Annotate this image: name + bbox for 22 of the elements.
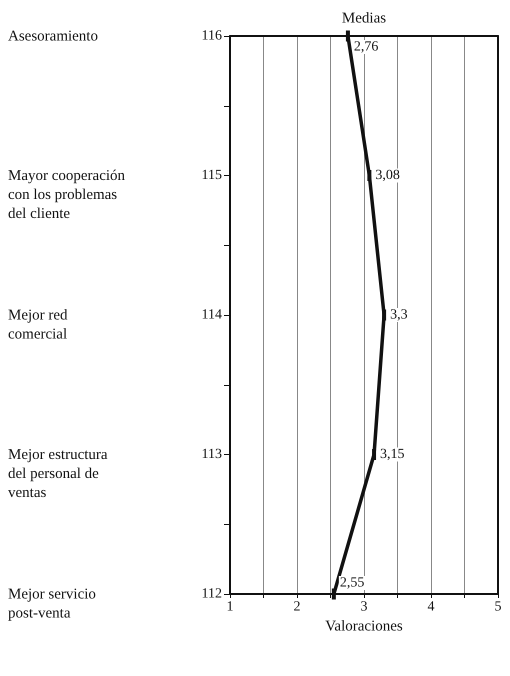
data-label: 2,55 bbox=[340, 576, 364, 590]
text: Mejor servicio post-venta bbox=[8, 586, 96, 622]
text: Mayor cooperación con los problemas del cliente bbox=[8, 168, 126, 222]
text: Mejor estructura del personal de ventas bbox=[8, 447, 108, 501]
y-tick-label: 112 bbox=[202, 586, 222, 602]
x-tick-label: 3 bbox=[360, 600, 368, 614]
x-tick-label: 5 bbox=[494, 600, 502, 614]
y-tick-label: 114 bbox=[202, 308, 222, 322]
chart-title: Medias bbox=[342, 10, 386, 26]
text: Mejor red comercial bbox=[8, 308, 68, 342]
data-label: 3,08 bbox=[375, 168, 400, 183]
x-tick-label: 1 bbox=[226, 600, 234, 614]
data-label: 2,76 bbox=[354, 40, 378, 54]
x-tick-label: 4 bbox=[428, 600, 434, 614]
text: Asesoramiento bbox=[8, 28, 98, 44]
data-label: 3,15 bbox=[380, 447, 405, 462]
y-tick-label: 113 bbox=[202, 447, 222, 462]
x-axis-title: Valoraciones bbox=[325, 618, 403, 634]
y-tick-label: 115 bbox=[202, 168, 222, 183]
y-tick-label: 116 bbox=[202, 28, 222, 44]
data-label: 3,3 bbox=[390, 308, 408, 322]
x-tick-label: 2 bbox=[294, 600, 300, 614]
